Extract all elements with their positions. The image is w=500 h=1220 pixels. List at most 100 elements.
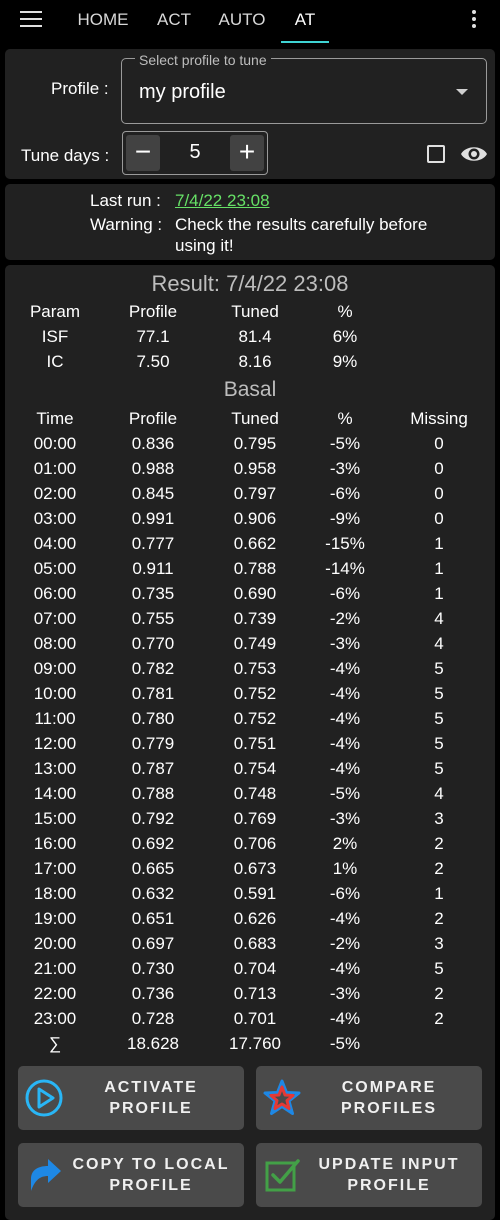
basal-cell: 3	[434, 809, 444, 828]
tab-auto[interactable]: AUTO	[218, 10, 266, 29]
basal-cell: 5	[434, 684, 444, 703]
basal-cell: 21:00	[33, 959, 77, 978]
basal-cell: 0.845	[131, 484, 175, 503]
param-cell: IC	[46, 352, 64, 371]
menu-icon[interactable]	[20, 11, 42, 29]
basal-cell: 16:00	[33, 834, 77, 853]
basal-cell: 17:00	[33, 859, 77, 878]
basal-cell: 0.752	[233, 684, 277, 703]
tune-days-value[interactable]: 5	[189, 141, 201, 163]
compare-label-line2: PROFILES	[340, 1100, 437, 1117]
basal-cell: 15:00	[33, 809, 77, 828]
overflow-menu-icon[interactable]	[466, 10, 482, 32]
param-cell: 6%	[332, 327, 358, 346]
play-circle-icon	[25, 1079, 63, 1117]
basal-header-cell: Time	[36, 409, 74, 428]
dropdown-arrow-icon[interactable]	[456, 89, 468, 95]
activate-profile-label: ACTIVATE PROFILE	[66, 1066, 236, 1130]
basal-cell: 5	[434, 659, 444, 678]
basal-cell: -6%	[329, 884, 361, 903]
compare-profiles-label: COMPARE PROFILES	[304, 1066, 474, 1130]
basal-cell: 0.697	[131, 934, 175, 953]
compare-stars-icon	[263, 1079, 301, 1115]
basal-cell: 0.792	[131, 809, 175, 828]
last-run-label: Last run :	[90, 191, 161, 210]
basal-cell: 10:00	[33, 684, 77, 703]
basal-cell: 0.906	[233, 509, 277, 528]
activate-profile-button[interactable]: ACTIVATE PROFILE	[18, 1066, 244, 1130]
tab-at[interactable]: AT	[294, 10, 316, 29]
results-panel: Result: 7/4/22 23:08 Param Profile Tuned% I…	[5, 265, 495, 1220]
basal-cell: -4%	[329, 909, 361, 928]
basal-cell: 4	[434, 609, 444, 628]
basal-header-cell: %	[337, 409, 353, 428]
update-input-profile-button[interactable]: UPDATE INPUT PROFILE	[256, 1143, 482, 1207]
basal-cell: 0.769	[233, 809, 277, 828]
basal-cell: 3	[434, 934, 444, 953]
basal-cell: -3%	[329, 809, 361, 828]
basal-cell: 01:00	[33, 459, 77, 478]
option-checkbox[interactable]	[427, 145, 445, 163]
basal-cell: 0.797	[233, 484, 277, 503]
tune-days-stepper: − 5 +	[122, 131, 268, 175]
basal-cell: 0.683	[233, 934, 277, 953]
update-input-profile-label: UPDATE INPUT PROFILE	[304, 1143, 474, 1207]
basal-cell: 0	[434, 459, 444, 478]
param-cell: ISF	[41, 327, 69, 346]
basal-cell: 1	[434, 584, 444, 603]
basal-cell: 0.651	[131, 909, 175, 928]
basal-cell: 07:00	[33, 609, 77, 628]
compare-profiles-button[interactable]: COMPARE PROFILES	[256, 1066, 482, 1130]
basal-cell: 0.632	[131, 884, 175, 903]
basal-cell: 06:00	[33, 584, 77, 603]
tab-act[interactable]: ACT	[157, 10, 191, 29]
basal-cell: 09:00	[33, 659, 77, 678]
param-header-cell: Param	[29, 302, 81, 321]
basal-title: Basal	[223, 378, 277, 401]
param-cell: 7.50	[136, 352, 170, 371]
param-header-cell: Profile	[128, 302, 178, 321]
basal-cell: 0.730	[131, 959, 175, 978]
basal-cell: 5	[434, 959, 444, 978]
basal-cell: 4	[434, 634, 444, 653]
last-run-link[interactable]: 7/4/22 23:08	[175, 191, 270, 210]
warning-text-line1: Check the results carefully before	[175, 215, 428, 234]
basal-cell: 0.988	[131, 459, 175, 478]
profile-select[interactable]	[121, 58, 487, 124]
compare-label-line1: COMPARE	[341, 1079, 437, 1096]
basal-cell: 0.673	[233, 859, 277, 878]
basal-cell: 0.739	[233, 609, 277, 628]
tab-home[interactable]: HOME	[77, 10, 129, 29]
update-label-line1: UPDATE INPUT	[318, 1156, 460, 1173]
basal-cell: 18:00	[33, 884, 77, 903]
basal-cell: 0.782	[131, 659, 175, 678]
copy-to-local-profile-button[interactable]: COPY TO LOCAL PROFILE	[18, 1143, 244, 1207]
basal-cell: 5	[434, 734, 444, 753]
basal-cell: 0	[434, 434, 444, 453]
basal-cell: 0.626	[233, 909, 277, 928]
redo-arrow-icon	[31, 1159, 61, 1191]
basal-cell: 0	[434, 484, 444, 503]
basal-cell: 5	[434, 759, 444, 778]
basal-header-cell: Tuned	[231, 409, 279, 428]
basal-cell: 20:00	[33, 934, 77, 953]
decrement-button[interactable]: −	[126, 135, 160, 171]
basal-cell: 0.701	[233, 1009, 277, 1028]
eye-icon[interactable]	[460, 143, 488, 165]
basal-cell: 0.779	[131, 734, 175, 753]
basal-cell: 0.777	[131, 534, 175, 553]
copy-to-local-profile-label: COPY TO LOCAL PROFILE	[66, 1143, 236, 1207]
basal-cell: 14:00	[33, 784, 77, 803]
basal-cell: 0.704	[233, 959, 277, 978]
basal-cell: -3%	[329, 984, 361, 1003]
basal-cell: 0.706	[233, 834, 277, 853]
basal-cell: -4%	[329, 1009, 361, 1028]
basal-cell: 11:00	[34, 709, 76, 728]
selected-profile[interactable]: my profile	[139, 81, 226, 103]
param-cell: 81.4	[238, 327, 272, 346]
profile-panel: Profile : Select profile to tune my prof…	[5, 49, 495, 179]
basal-cell: 0.591	[233, 884, 277, 903]
copy-label-line2: PROFILE	[109, 1177, 193, 1194]
increment-button[interactable]: +	[230, 135, 264, 171]
basal-cell: 12:00	[33, 734, 77, 753]
